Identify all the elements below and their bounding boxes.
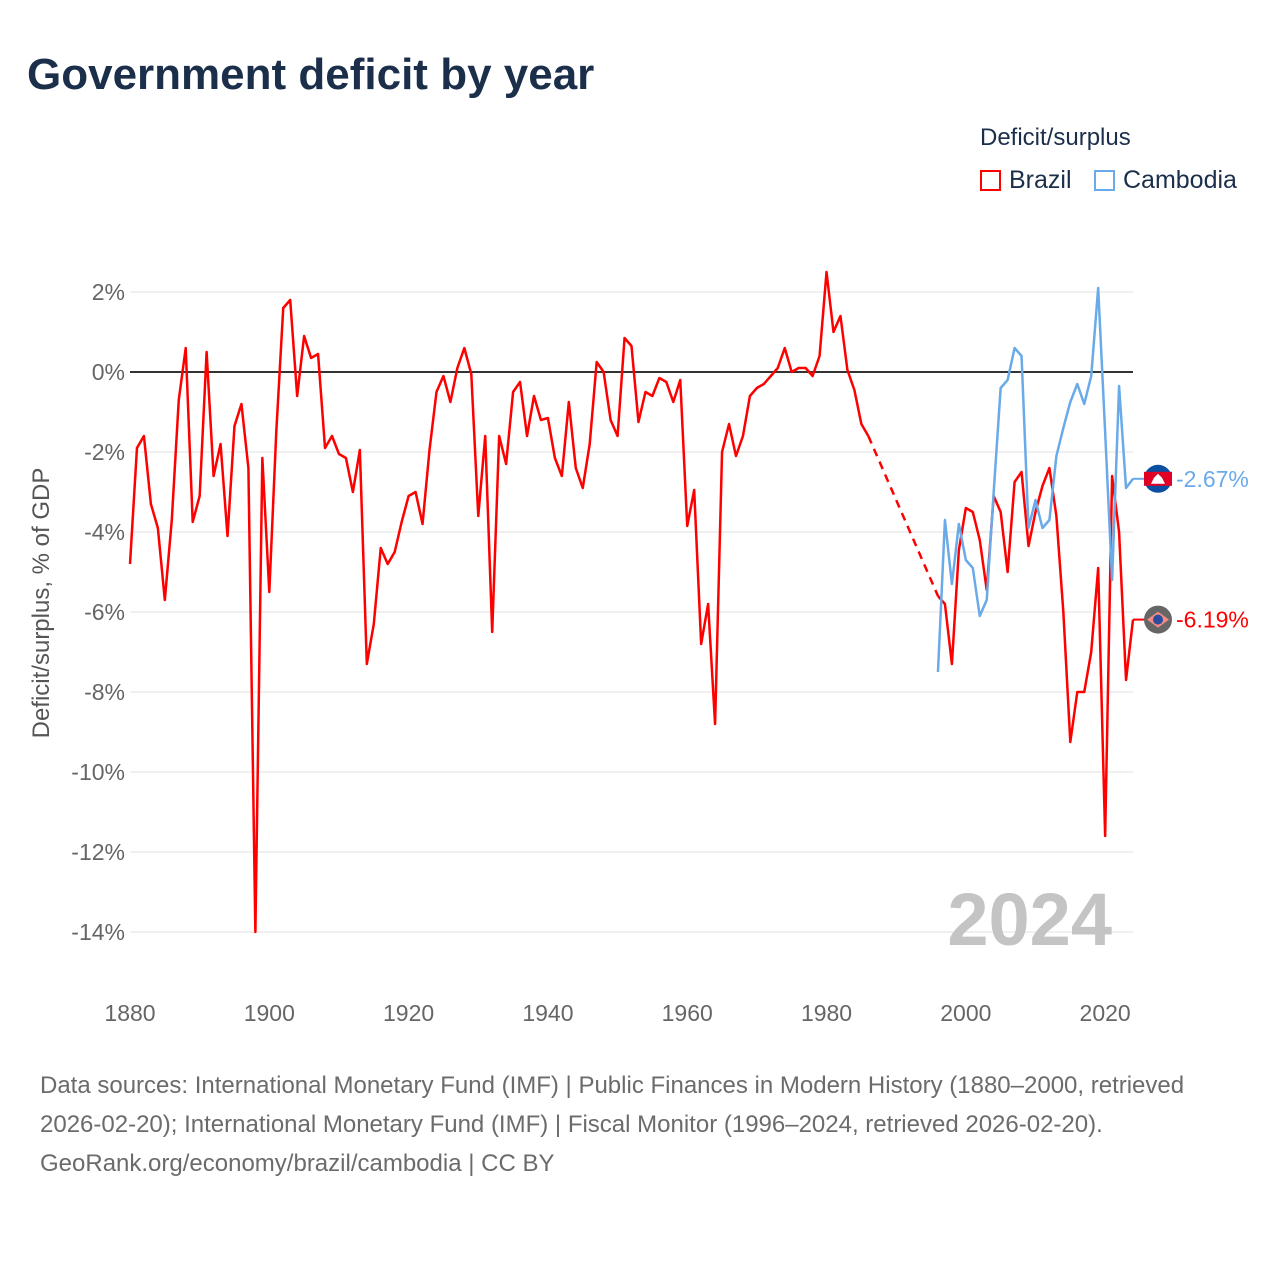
y-tick-label: -2% <box>84 439 125 465</box>
series-line-cambodia <box>936 286 1134 673</box>
x-tick-label: 1920 <box>383 1000 434 1026</box>
legend-title: Deficit/surplus <box>980 124 1131 151</box>
y-tick-label: -8% <box>84 679 125 705</box>
brazil-flag-icon <box>1144 605 1172 634</box>
chart-title: Government deficit by year <box>27 50 595 99</box>
legend-label-brazil: Brazil <box>1009 166 1072 194</box>
current-year-watermark: 2024 <box>947 878 1112 961</box>
credit-link[interactable]: GeoRank.org/economy/brazil/cambodia | CC… <box>40 1150 555 1177</box>
y-tick-label: -10% <box>71 759 125 785</box>
legend-item-cambodia[interactable]: Cambodia <box>1094 166 1237 195</box>
end-value-label-cambodia: -2.67% <box>1176 466 1249 492</box>
y-tick-label: 2% <box>92 279 125 305</box>
x-tick-label: 1940 <box>522 1000 573 1026</box>
legend-label-cambodia: Cambodia <box>1123 166 1237 194</box>
legend-swatch-cambodia <box>1094 170 1115 191</box>
x-tick-label: 1980 <box>801 1000 852 1026</box>
series-gap-brazil <box>867 435 940 597</box>
temple <box>1151 473 1165 484</box>
plot-area: 2% 0% -2% -4% -6% -8% -10% -12% -14% 1880 1900 1920… <box>71 270 1249 1026</box>
x-tick-label: 1880 <box>104 1000 155 1026</box>
x-tick-label: 1900 <box>244 1000 295 1026</box>
cambodia-flag-icon <box>1144 464 1172 493</box>
y-tick-label: 0% <box>92 359 125 385</box>
series-line-brazil <box>937 466 1135 838</box>
y-tick-label: -14% <box>71 919 125 945</box>
legend-item-brazil[interactable]: Brazil <box>980 166 1072 195</box>
y-tick-label: -6% <box>84 599 125 625</box>
end-value-label-brazil: -6.19% <box>1176 607 1249 633</box>
series-line-brazil <box>128 270 870 934</box>
x-tick-label: 1960 <box>662 1000 713 1026</box>
flag-globe <box>1153 614 1163 625</box>
y-tick-label: -12% <box>71 839 125 865</box>
data-sources: Data sources: International Monetary Fun… <box>40 1072 1185 1138</box>
x-tick-label: 2000 <box>940 1000 991 1026</box>
legend-swatch-brazil <box>980 170 1001 191</box>
footer: Data sources: International Monetary Fun… <box>40 1066 1250 1183</box>
x-tick-label: 2020 <box>1080 1000 1131 1026</box>
y-tick-label: -4% <box>84 519 125 545</box>
